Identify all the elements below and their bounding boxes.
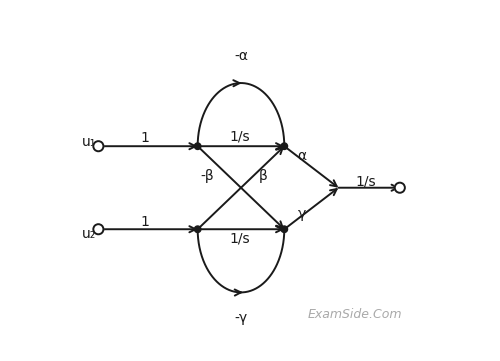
Text: -β: -β	[200, 169, 214, 183]
Text: 1/s: 1/s	[356, 175, 376, 188]
Text: u₂: u₂	[82, 227, 96, 241]
Text: -α: -α	[234, 49, 248, 63]
Text: 1/s: 1/s	[230, 231, 250, 245]
Circle shape	[94, 224, 104, 234]
Text: 1/s: 1/s	[230, 129, 250, 143]
Text: u₁: u₁	[82, 135, 96, 148]
Text: ExamSide.Com: ExamSide.Com	[308, 308, 402, 321]
Text: β: β	[259, 169, 268, 183]
Text: γ: γ	[298, 207, 306, 221]
Circle shape	[194, 143, 201, 149]
Circle shape	[281, 143, 287, 149]
Text: 1: 1	[141, 215, 150, 229]
Circle shape	[94, 141, 104, 151]
Text: -γ: -γ	[234, 312, 248, 325]
Circle shape	[194, 226, 201, 232]
Text: α: α	[298, 149, 307, 163]
Text: 1: 1	[141, 131, 150, 145]
Circle shape	[395, 183, 405, 193]
Circle shape	[281, 226, 287, 232]
